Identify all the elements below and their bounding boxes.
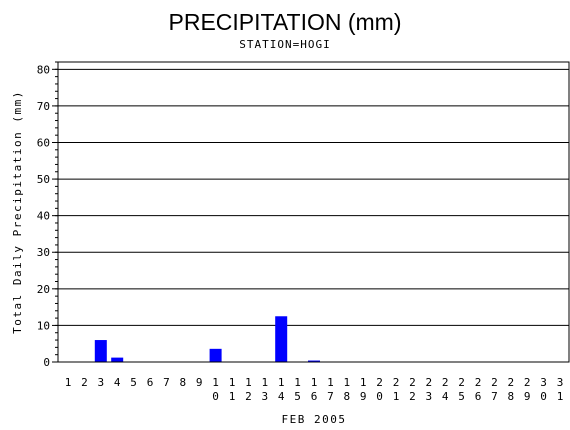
x-tick-label: 8 bbox=[507, 390, 514, 403]
y-tick-label: 20 bbox=[37, 283, 50, 296]
x-tick-label: 3 bbox=[97, 376, 104, 389]
y-tick-label: 60 bbox=[37, 136, 50, 149]
x-tick-label: 3 bbox=[557, 376, 564, 389]
grid-lines bbox=[58, 68, 569, 326]
bar bbox=[275, 316, 288, 362]
x-tick-label: 2 bbox=[409, 390, 416, 403]
x-tick-label: 9 bbox=[360, 390, 367, 403]
x-axis-ticks: 1 2 3 4 5 6 7 8 9 1011121314151617181920212223242… bbox=[65, 376, 564, 403]
x-tick-label: 3 bbox=[425, 390, 432, 403]
x-tick-label: 9 bbox=[524, 390, 531, 403]
x-tick-label: 4 bbox=[278, 390, 285, 403]
x-tick-label: 1 bbox=[557, 390, 564, 403]
x-tick-label: 2 bbox=[245, 390, 252, 403]
bar bbox=[209, 348, 222, 362]
x-tick-label: 0 bbox=[376, 390, 383, 403]
x-tick-label: 8 bbox=[179, 376, 186, 389]
x-tick-label: 1 bbox=[261, 376, 268, 389]
x-tick-label: 1 bbox=[311, 376, 318, 389]
x-tick-label: 1 bbox=[360, 376, 367, 389]
x-tick-label: 2 bbox=[81, 376, 88, 389]
x-tick-label: 1 bbox=[212, 376, 219, 389]
x-tick-label: 1 bbox=[229, 390, 236, 403]
x-tick-label: 6 bbox=[475, 390, 482, 403]
x-tick-label: 2 bbox=[425, 376, 432, 389]
x-tick-label: 0 bbox=[540, 390, 547, 403]
y-tick-label: 10 bbox=[37, 319, 50, 332]
x-tick-label: 0 bbox=[212, 390, 219, 403]
x-tick-label: 1 bbox=[343, 376, 350, 389]
y-tick-label: 40 bbox=[37, 210, 50, 223]
x-tick-label: 1 bbox=[229, 376, 236, 389]
x-tick-label: 8 bbox=[343, 390, 350, 403]
bar bbox=[111, 357, 124, 362]
y-tick-label: 0 bbox=[43, 356, 50, 369]
x-tick-label: 9 bbox=[196, 376, 203, 389]
x-tick-label: 6 bbox=[147, 376, 154, 389]
chart-subtitle: STATION=HOGI bbox=[239, 38, 330, 51]
x-tick-label: 2 bbox=[409, 376, 416, 389]
x-tick-label: 1 bbox=[278, 376, 285, 389]
x-tick-label: 3 bbox=[261, 390, 268, 403]
plot-frame bbox=[57, 61, 570, 363]
x-tick-label: 7 bbox=[327, 390, 334, 403]
x-tick-label: 2 bbox=[393, 376, 400, 389]
y-tick-label: 80 bbox=[37, 63, 50, 76]
x-tick-label: 5 bbox=[458, 390, 465, 403]
x-tick-label: 2 bbox=[376, 376, 383, 389]
x-tick-label: 5 bbox=[130, 376, 137, 389]
x-tick-label: 4 bbox=[114, 376, 121, 389]
x-tick-label: 2 bbox=[491, 376, 498, 389]
x-tick-label: 1 bbox=[65, 376, 72, 389]
x-tick-label: 3 bbox=[540, 376, 547, 389]
x-tick-label: 2 bbox=[475, 376, 482, 389]
x-tick-label: 6 bbox=[311, 390, 318, 403]
x-tick-label: 1 bbox=[393, 390, 400, 403]
x-tick-label: 2 bbox=[507, 376, 514, 389]
bar bbox=[94, 340, 107, 362]
x-tick-label: 7 bbox=[163, 376, 170, 389]
x-tick-label: 2 bbox=[458, 376, 465, 389]
y-tick-label: 30 bbox=[37, 246, 50, 259]
bar bbox=[308, 360, 320, 362]
x-axis-label: FEB 2005 bbox=[282, 413, 347, 426]
y-axis-label: Total Daily Precipitation (mm) bbox=[11, 90, 24, 334]
x-tick-label: 4 bbox=[442, 390, 449, 403]
x-tick-label: 2 bbox=[442, 376, 449, 389]
x-tick-label: 7 bbox=[491, 390, 498, 403]
x-tick-label: 1 bbox=[294, 376, 301, 389]
y-axis-ticks: 0 10 20 30 40 50 60 70 80 bbox=[37, 61, 58, 369]
y-tick-label: 70 bbox=[37, 100, 50, 113]
x-tick-label: 2 bbox=[524, 376, 531, 389]
x-tick-label: 1 bbox=[327, 376, 334, 389]
chart-title: PRECIPITATION (mm) bbox=[169, 9, 402, 35]
y-tick-label: 50 bbox=[37, 173, 50, 186]
x-tick-label: 5 bbox=[294, 390, 301, 403]
x-tick-label: 1 bbox=[245, 376, 252, 389]
bars bbox=[94, 316, 320, 362]
